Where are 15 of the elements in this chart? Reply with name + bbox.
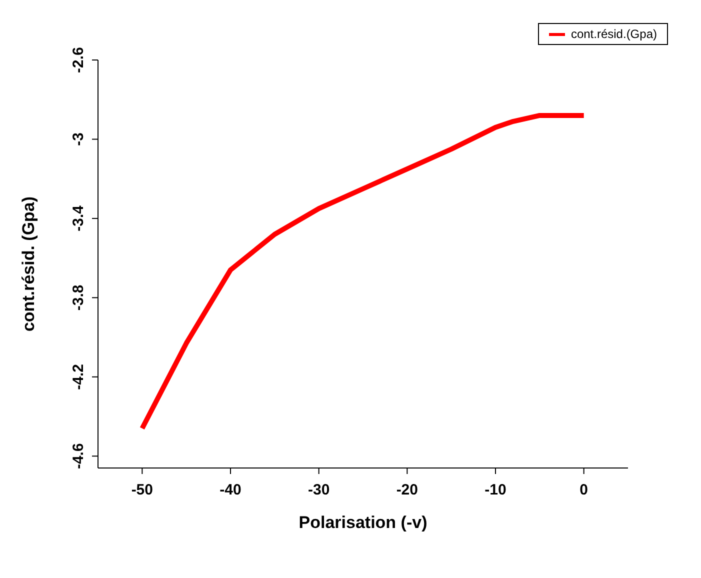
x-tick-label: -30 (308, 482, 330, 499)
x-axis-title: Polarisation (-v) (298, 513, 428, 532)
legend-label: cont.résid.(Gpa) (570, 27, 657, 41)
x-tick-label: -20 (396, 482, 418, 499)
y-tick-label: -3 (70, 132, 87, 146)
x-tick-label: -50 (131, 482, 154, 499)
x-tick-label: -10 (484, 482, 506, 499)
x-tick-label: 0 (580, 482, 588, 499)
y-tick-label: -3.8 (70, 284, 87, 311)
y-tick-label: -2.6 (70, 47, 87, 73)
x-tick-label: -40 (220, 482, 242, 499)
y-axis-title: cont.résid. (Gpa) (19, 196, 38, 332)
y-tick-label: -3.4 (70, 204, 87, 232)
y-tick-label: -4.2 (70, 364, 87, 390)
y-tick-label: -4.6 (70, 443, 87, 470)
